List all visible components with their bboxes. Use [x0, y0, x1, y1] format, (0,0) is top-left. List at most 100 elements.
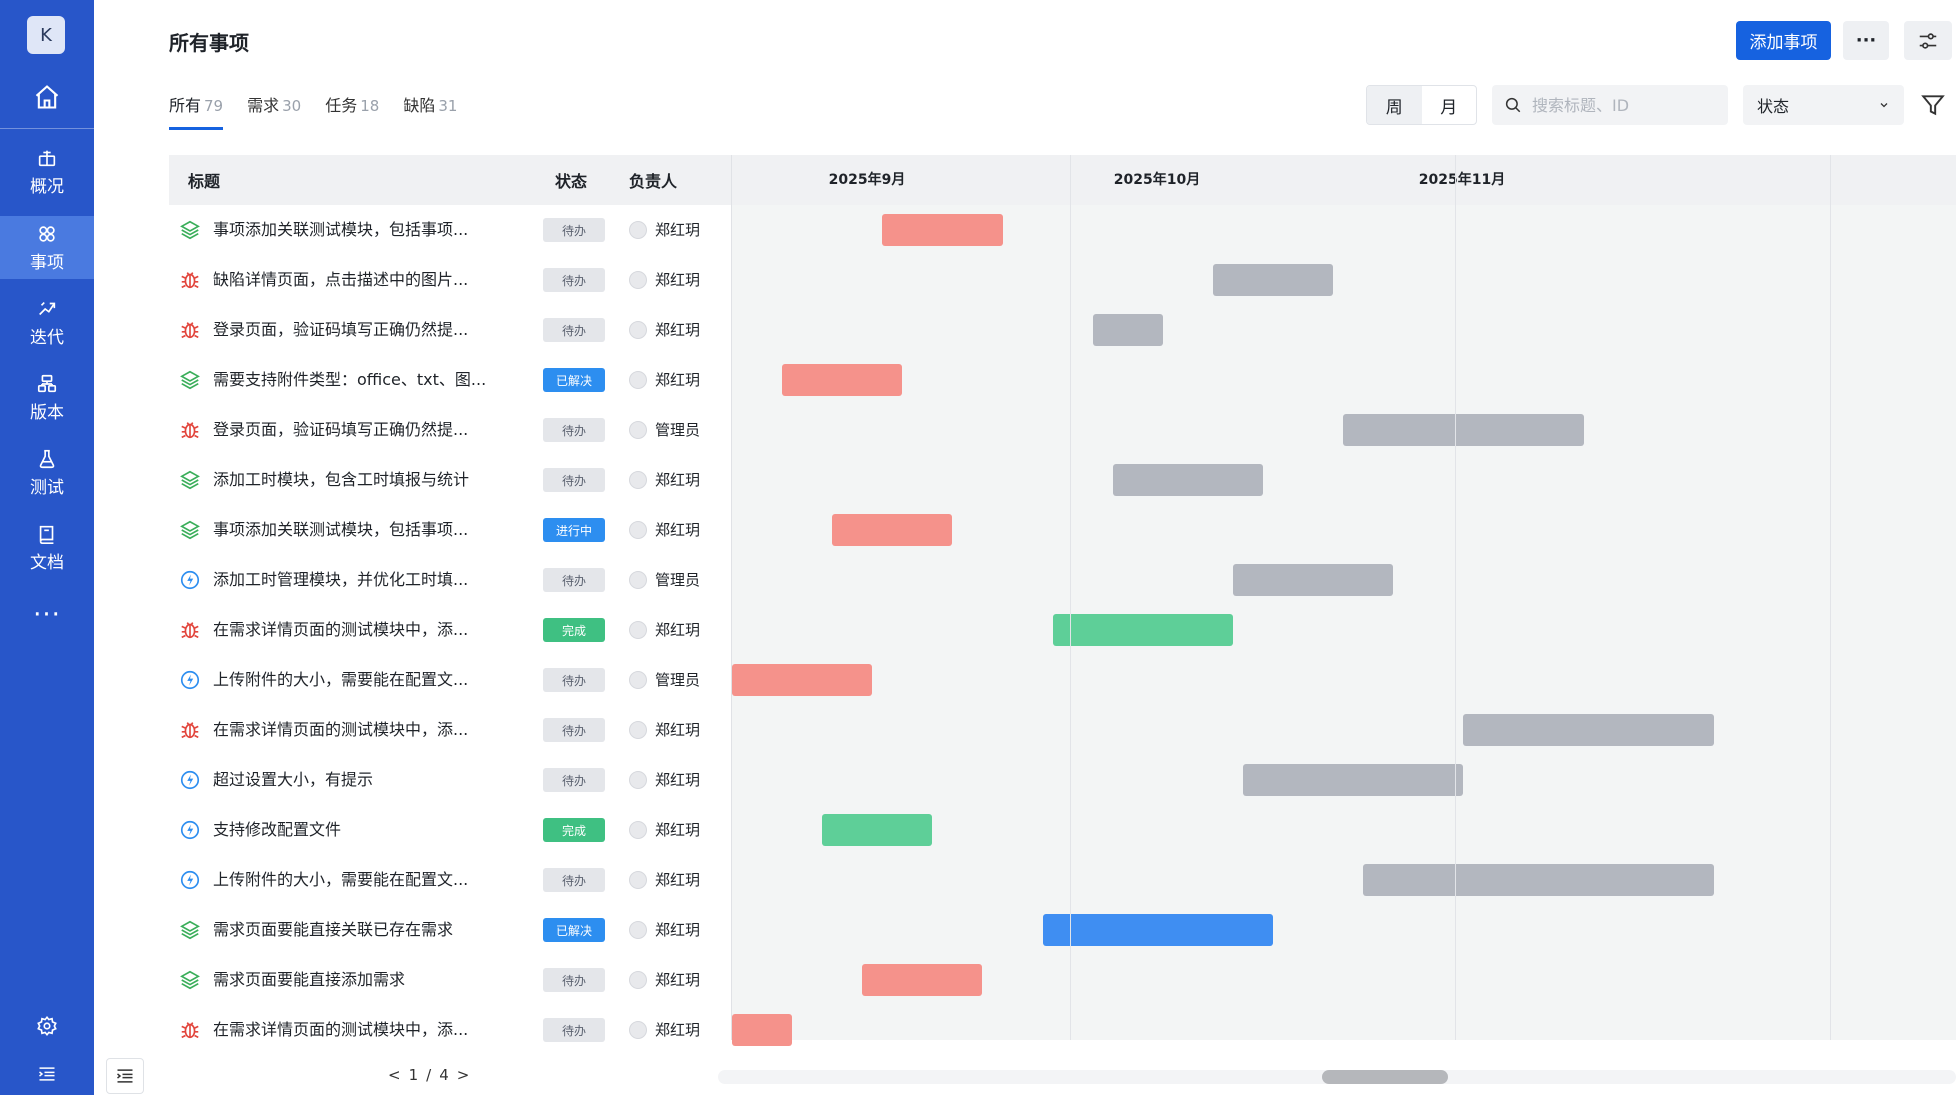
column-header-status[interactable]: 状态 — [555, 172, 588, 191]
toggle-list-button[interactable] — [106, 1058, 144, 1094]
item-title[interactable]: 在需求详情页面的测试模块中，添... — [213, 1020, 469, 1039]
settings-button[interactable] — [0, 1008, 94, 1044]
table-row[interactable]: 在需求详情页面的测试模块中，添... 完成 郑红玥 — [169, 605, 731, 655]
tab-bug[interactable]: 缺陷 31 — [403, 92, 457, 128]
gantt-bar[interactable] — [732, 1014, 793, 1046]
gantt-bar[interactable] — [862, 964, 983, 996]
prev-page-button[interactable]: < — [388, 1066, 401, 1084]
table-row[interactable]: 在需求详情页面的测试模块中，添... 待办 郑红玥 — [169, 705, 731, 755]
sidebar-collapse-button[interactable] — [0, 1056, 94, 1092]
sidebar-item-docs[interactable]: 文档 — [0, 516, 94, 579]
item-title[interactable]: 添加工时管理模块，并优化工时填... — [213, 570, 469, 589]
gantt-bar[interactable] — [1092, 314, 1163, 346]
gantt-bar[interactable] — [1343, 414, 1584, 446]
gantt-bar[interactable] — [882, 214, 1003, 246]
gantt-bar[interactable] — [1243, 764, 1464, 796]
tab-requirement[interactable]: 需求 30 — [247, 92, 301, 128]
more-options-button[interactable]: ··· — [1843, 21, 1889, 60]
item-title[interactable]: 支持修改配置文件 — [213, 820, 342, 839]
table-row[interactable]: 缺陷详情页面，点击描述中的图片... 待办 郑红玥 — [169, 255, 731, 305]
month-view-button[interactable]: 月 — [1440, 97, 1458, 118]
item-type-tabs: 所有 79 需求 30 任务 18 缺陷 31 — [169, 92, 457, 130]
item-title[interactable]: 在需求详情页面的测试模块中，添... — [213, 620, 469, 639]
item-title[interactable]: 登录页面，验证码填写正确仍然提... — [213, 420, 469, 439]
item-title[interactable]: 需求页面要能直接关联已存在需求 — [213, 920, 454, 939]
table-row[interactable]: 上传附件的大小，需要能在配置文... 待办 管理员 — [169, 655, 731, 705]
table-row[interactable]: 添加工时模块，包含工时填报与统计 待办 郑红玥 — [169, 455, 731, 505]
week-view-button[interactable]: 周 — [1367, 86, 1422, 124]
item-title[interactable]: 上传附件的大小，需要能在配置文... — [213, 670, 469, 689]
status-badge[interactable]: 待办 — [543, 718, 605, 742]
table-row[interactable]: 上传附件的大小，需要能在配置文... 待办 郑红玥 — [169, 855, 731, 905]
table-row[interactable]: 事项添加关联测试模块，包括事项... 进行中 郑红玥 — [169, 505, 731, 555]
view-settings-button[interactable] — [1904, 21, 1952, 60]
gantt-bar[interactable] — [1212, 264, 1334, 296]
tab-task[interactable]: 任务 18 — [325, 92, 379, 128]
status-badge[interactable]: 待办 — [543, 318, 605, 342]
status-badge[interactable]: 待办 — [543, 218, 605, 242]
gantt-bar[interactable] — [782, 364, 903, 396]
table-row[interactable]: 需求页面要能直接关联已存在需求 已解决 郑红玥 — [169, 905, 731, 955]
horizontal-scrollbar-thumb[interactable] — [1322, 1070, 1448, 1084]
table-row[interactable]: 需要支持附件类型：office、txt、图... 已解决 郑红玥 — [169, 355, 731, 405]
tab-count: 30 — [282, 97, 302, 115]
item-title[interactable]: 在需求详情页面的测试模块中，添... — [213, 720, 469, 739]
sidebar-item-overview[interactable]: 概况 — [0, 140, 94, 203]
sidebar-item-test[interactable]: 测试 — [0, 441, 94, 504]
status-badge[interactable]: 待办 — [543, 268, 605, 292]
tab-all[interactable]: 所有 79 — [169, 92, 224, 130]
status-badge[interactable]: 待办 — [543, 468, 605, 492]
status-badge[interactable]: 待办 — [543, 868, 605, 892]
item-title[interactable]: 缺陷详情页面，点击描述中的图片... — [213, 270, 469, 289]
table-row[interactable]: 支持修改配置文件 完成 郑红玥 — [169, 805, 731, 855]
sidebar-item-items[interactable]: 事项 — [0, 216, 94, 279]
table-row[interactable]: 需求页面要能直接添加需求 待办 郑红玥 — [169, 955, 731, 1005]
search-input[interactable] — [1532, 95, 1712, 115]
table-row[interactable]: 超过设置大小，有提示 待办 郑红玥 — [169, 755, 731, 805]
item-title[interactable]: 事项添加关联测试模块，包括事项... — [213, 220, 469, 239]
status-badge[interactable]: 待办 — [543, 418, 605, 442]
status-badge[interactable]: 完成 — [543, 818, 605, 842]
sidebar-more-button[interactable]: ··· — [33, 600, 61, 630]
sidebar-item-sprint[interactable]: 迭代 — [0, 291, 94, 354]
table-row[interactable]: 添加工时管理模块，并优化工时填... 待办 管理员 — [169, 555, 731, 605]
item-title[interactable]: 事项添加关联测试模块，包括事项... — [213, 520, 469, 539]
gantt-bar[interactable] — [732, 664, 873, 696]
status-filter-select[interactable]: 状态 — [1743, 85, 1904, 125]
gantt-bar[interactable] — [1052, 614, 1233, 646]
gantt-bar[interactable] — [832, 514, 953, 546]
status-badge[interactable]: 待办 — [543, 668, 605, 692]
item-title[interactable]: 需要支持附件类型：office、txt、图... — [213, 370, 487, 389]
gantt-bar[interactable] — [822, 814, 933, 846]
item-title[interactable]: 添加工时模块，包含工时填报与统计 — [213, 470, 470, 489]
column-header-title[interactable]: 标题 — [188, 172, 221, 191]
status-badge[interactable]: 完成 — [543, 618, 605, 642]
table-row[interactable]: 事项添加关联测试模块，包括事项... 待办 郑红玥 — [169, 205, 731, 255]
status-badge[interactable]: 已解决 — [543, 918, 605, 942]
gantt-bar[interactable] — [1112, 464, 1264, 496]
item-title[interactable]: 超过设置大小，有提示 — [213, 770, 374, 789]
status-badge[interactable]: 待办 — [543, 568, 605, 592]
next-page-button[interactable]: > — [456, 1066, 470, 1084]
table-row[interactable]: 登录页面，验证码填写正确仍然提... 待办 管理员 — [169, 405, 731, 455]
item-title[interactable]: 上传附件的大小，需要能在配置文... — [213, 870, 469, 889]
add-item-button[interactable]: 添加事项 — [1736, 21, 1831, 60]
gantt-bar[interactable] — [1042, 914, 1274, 946]
table-row[interactable]: 在需求详情页面的测试模块中，添... 待办 郑红玥 — [169, 1005, 731, 1055]
gantt-bar[interactable] — [1233, 564, 1394, 596]
status-badge[interactable]: 待办 — [543, 768, 605, 792]
item-title[interactable]: 登录页面，验证码填写正确仍然提... — [213, 320, 469, 339]
status-badge[interactable]: 待办 — [543, 968, 605, 992]
status-badge[interactable]: 待办 — [543, 1018, 605, 1042]
gantt-bar[interactable] — [1363, 864, 1714, 896]
gantt-bar[interactable] — [1463, 714, 1714, 746]
column-header-owner[interactable]: 负责人 — [629, 172, 678, 191]
filter-icon[interactable] — [1920, 92, 1946, 118]
home-button[interactable] — [0, 72, 94, 122]
status-badge[interactable]: 进行中 — [543, 518, 605, 542]
sidebar-item-version[interactable]: 版本 — [0, 366, 94, 429]
table-row[interactable]: 登录页面，验证码填写正确仍然提... 待办 郑红玥 — [169, 305, 731, 355]
status-badge[interactable]: 已解决 — [543, 368, 605, 392]
avatar[interactable]: K — [27, 16, 65, 54]
item-title[interactable]: 需求页面要能直接添加需求 — [213, 970, 406, 989]
